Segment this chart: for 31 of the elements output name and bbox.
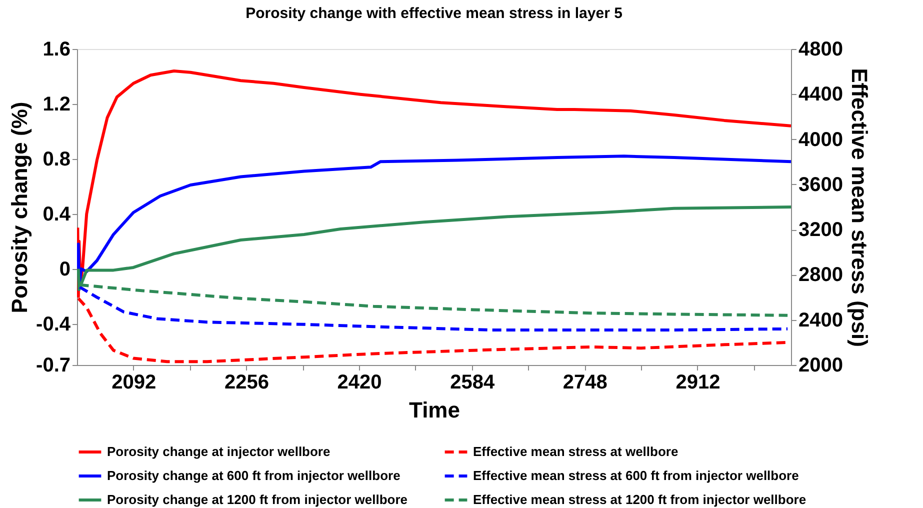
y-tick-label: 1.6 [42, 38, 70, 60]
y2-tick-label: 3200 [798, 219, 843, 242]
y2-tick-label: 2800 [798, 264, 843, 286]
y2-tick-label: 2400 [798, 309, 843, 332]
legend-label: Effective mean stress at 600 ft from injector wellbore [473, 468, 799, 483]
x-tick-label: 2092 [112, 372, 156, 394]
x-tick-label: 2256 [224, 372, 269, 394]
y-tick-label: 0.8 [42, 148, 70, 170]
y2-tick-label: 2000 [798, 354, 843, 376]
y-tick-label: -0.7 [36, 354, 70, 376]
x-axis-title: Time [409, 398, 460, 422]
x-tick-label: 2584 [450, 372, 496, 394]
y-tick-label: 0 [59, 258, 70, 280]
y-tick-label: 1.2 [42, 93, 70, 116]
y2-tick-label: 4800 [798, 38, 843, 60]
y2-axis-title: Effective mean stress (psi) [846, 68, 872, 347]
legend-label: Porosity change at 600 ft from injector wellbore [107, 468, 400, 483]
legend-label: Porosity change at 1200 ft from injector wellbore [107, 492, 408, 507]
chart-title: Porosity change with effective mean stress in layer 5 [246, 5, 622, 22]
x-tick-label: 2420 [337, 372, 382, 394]
legend-label: Porosity change at injector wellbore [107, 444, 330, 459]
legend-label: Effective mean stress at 1200 ft from injector wellbore [473, 492, 806, 507]
y2-tick-label: 4400 [798, 84, 843, 106]
legend-label: Effective mean stress at wellbore [473, 444, 678, 459]
x-tick-label: 2748 [562, 372, 608, 394]
y2-tick-label: 3600 [798, 174, 843, 196]
y2-tick-label: 4000 [798, 128, 843, 151]
y-tick-label: -0.4 [36, 313, 72, 336]
x-tick-label: 2912 [676, 372, 720, 394]
y-axis-title: Porosity change (%) [7, 102, 32, 314]
y-tick-label: 0.4 [42, 203, 72, 226]
